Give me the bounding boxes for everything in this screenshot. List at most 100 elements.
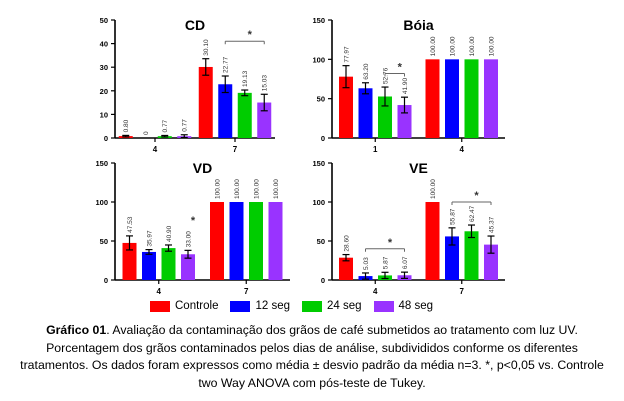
x-tick-label: 4 xyxy=(373,287,378,296)
caption-text: . Avaliação da contaminação dos grãos de… xyxy=(20,323,604,390)
data-label: 63.20 xyxy=(363,63,370,80)
data-label: 77.97 xyxy=(344,46,351,63)
bar-12-seg xyxy=(358,88,373,138)
y-tick-label: 40 xyxy=(100,40,108,49)
data-label: 100.00 xyxy=(430,179,437,199)
legend-label-12-seg: 12 seg xyxy=(255,300,290,312)
chart-panel-2: 0 50 100 150 1 4 Bóia 77.97 100.00 63.20 100.00 52.… xyxy=(312,16,505,154)
data-label: 100.00 xyxy=(254,179,261,199)
x-tick-label: 4 xyxy=(157,287,162,296)
y-tick-label: 100 xyxy=(312,198,325,207)
significance-star: * xyxy=(398,61,403,73)
bar-controle xyxy=(425,59,440,139)
data-label: 47.53 xyxy=(127,216,134,233)
legend-item-controle: Controle xyxy=(150,300,218,312)
data-label: 5.03 xyxy=(363,257,370,270)
data-label: 100.00 xyxy=(234,179,241,199)
data-label: 28.60 xyxy=(344,235,351,252)
y-tick-label: 150 xyxy=(312,16,325,25)
data-label: 19.13 xyxy=(242,70,249,87)
significance-star: * xyxy=(248,29,253,41)
y-tick-label: 0 xyxy=(104,276,108,285)
bar-48-seg xyxy=(268,202,283,280)
legend-swatch-48-seg xyxy=(373,300,394,312)
figure-caption: Gráfico 01. Avaliação da contaminação do… xyxy=(12,322,612,392)
data-label: 62.47 xyxy=(469,205,476,222)
y-tick-label: 150 xyxy=(95,159,108,168)
data-label: 6.07 xyxy=(402,256,409,269)
bar-controle xyxy=(122,242,137,280)
bar-controle xyxy=(198,66,213,138)
legend-swatch-12-seg xyxy=(230,300,251,312)
y-tick-label: 50 xyxy=(100,16,108,25)
legend-label-48-seg: 48 seg xyxy=(398,300,434,312)
data-label: 40.90 xyxy=(166,225,173,242)
bar-24-seg xyxy=(464,59,479,139)
legend-item-12-seg: 12 seg xyxy=(230,300,290,312)
bar-controle xyxy=(425,202,440,280)
figure: 0 10 20 30 40 50 4 7 CD 0.80 30.10 0 22.77 0.77 19.13 0… xyxy=(95,16,505,315)
bar-controle xyxy=(339,76,353,138)
chart-title: Bóia xyxy=(403,17,434,33)
x-tick-label: 1 xyxy=(373,145,378,154)
legend-label-24-seg: 24 seg xyxy=(327,300,362,312)
data-label: 22.77 xyxy=(223,56,230,73)
bar-24-seg xyxy=(161,248,176,280)
data-label: 45.37 xyxy=(489,216,496,233)
bar-controle xyxy=(339,257,353,280)
data-label: 5.87 xyxy=(383,256,390,269)
y-tick-label: 20 xyxy=(100,87,108,96)
y-tick-label: 30 xyxy=(100,63,108,72)
y-tick-label: 100 xyxy=(312,55,325,64)
data-label: 100.00 xyxy=(450,36,457,56)
data-label: 0.77 xyxy=(182,119,189,132)
y-tick-label: 100 xyxy=(95,198,108,207)
data-label: 0.77 xyxy=(162,119,169,132)
legend: Controle 12 seg 24 seg 48 seg xyxy=(150,297,480,315)
bar-12-seg xyxy=(229,202,244,280)
x-tick-label: 4 xyxy=(153,145,158,154)
chart-panel-1: 0 10 20 30 40 50 4 7 CD 0.80 30.10 0 22.77 0.77 19.13 0… xyxy=(100,16,275,154)
data-label: 0 xyxy=(143,131,150,135)
caption-label: Gráfico 01 xyxy=(46,323,107,337)
bar-12-seg xyxy=(142,251,156,280)
x-tick-label: 7 xyxy=(460,287,465,296)
chart-panel-4: 0 50 100 150 4 7 VE 28.60 100.00 5.03 55.87 5.87 62.… xyxy=(312,159,505,296)
data-label: 15.03 xyxy=(262,75,269,92)
legend-item-24-seg: 24 seg xyxy=(302,300,362,312)
data-label: 100.00 xyxy=(469,36,476,56)
data-label: 35.97 xyxy=(147,230,154,247)
legend-label-controle: Controle xyxy=(175,300,219,312)
chart-title: VD xyxy=(193,160,212,176)
bar-12-seg xyxy=(218,84,233,138)
chart-title: VE xyxy=(409,160,428,176)
bar-48-seg xyxy=(257,102,272,138)
significance-star: * xyxy=(191,215,196,227)
legend-item-48-seg: 48 seg xyxy=(373,300,434,312)
data-label: 33.00 xyxy=(186,231,193,248)
chart-panel-3: 0 50 100 150 4 7 VD 47.53 100.00 35.97 100.00 40.90… xyxy=(95,159,290,296)
bar-controle xyxy=(210,202,224,280)
bar-24-seg xyxy=(464,231,479,280)
bar-24-seg xyxy=(249,202,263,280)
legend-swatch-controle xyxy=(150,300,170,312)
data-label: 41.90 xyxy=(402,78,409,95)
y-tick-label: 0 xyxy=(321,134,325,143)
significance-star: * xyxy=(474,190,479,202)
legend-swatch-24-seg xyxy=(302,300,322,312)
bar-48-seg xyxy=(181,254,195,280)
x-tick-label: 7 xyxy=(233,145,238,154)
data-label: 52.76 xyxy=(383,67,390,84)
y-tick-label: 50 xyxy=(317,237,325,246)
y-tick-label: 0 xyxy=(321,276,325,285)
bar-12-seg xyxy=(445,59,459,139)
bar-24-seg xyxy=(378,96,392,138)
y-tick-label: 10 xyxy=(100,110,108,119)
x-tick-label: 7 xyxy=(244,287,249,296)
y-tick-label: 50 xyxy=(100,237,108,246)
data-label: 55.87 xyxy=(450,208,457,225)
bar-48-seg xyxy=(484,59,498,139)
data-label: 100.00 xyxy=(215,179,222,199)
bar-24-seg xyxy=(237,92,252,138)
